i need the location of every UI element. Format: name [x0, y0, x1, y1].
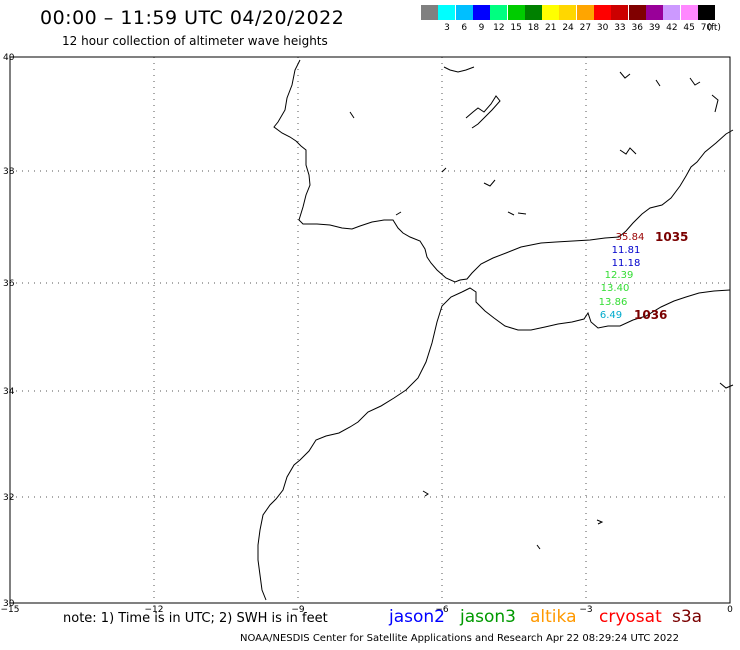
- map-subtitle: 12 hour collection of altimeter wave hei…: [62, 34, 328, 48]
- latitude-label: 34: [3, 387, 15, 397]
- longitude-label: −15: [1, 605, 20, 615]
- scale-label: 9: [478, 23, 485, 33]
- scale-swatch: [628, 5, 646, 20]
- scale-label: 12: [493, 23, 505, 33]
- scale-swatch: [594, 5, 611, 20]
- longitude-label: −3: [579, 605, 592, 615]
- scale-label: 42: [666, 23, 678, 33]
- legend-altika: altika: [530, 607, 577, 627]
- scale-swatch: [490, 5, 508, 20]
- units-note: note: 1) Time is in UTC; 2) SWH is in fe…: [63, 611, 328, 626]
- scale-swatch: [507, 5, 525, 20]
- scale-swatch: [421, 5, 438, 20]
- legend-jason3: jason3: [460, 607, 516, 627]
- scale-swatch: [576, 5, 594, 20]
- axis-tick-labels: 40 38 36 34 32 30−15 −12 −9 −6 −3 0: [1, 53, 734, 615]
- scale-label: 6: [461, 23, 468, 33]
- scale-swatch: [645, 5, 663, 20]
- scale-swatch: [559, 5, 577, 20]
- scale-swatch: [524, 5, 542, 20]
- legend-s3a: s3a: [672, 607, 703, 627]
- map-title: 00:00 – 11:59 UTC 04/20/2022: [40, 7, 345, 29]
- scale-label: 21: [545, 23, 557, 33]
- latitude-label: 40: [3, 53, 15, 63]
- pressure-label: 1036: [634, 308, 667, 322]
- scale-swatch: [472, 5, 490, 20]
- wave-height-value: 12.39: [605, 270, 634, 281]
- scale-label: 24: [562, 23, 574, 33]
- longitude-label: −12: [145, 605, 164, 615]
- scale-swatch: [663, 5, 681, 20]
- wave-height-value: 13.40: [601, 283, 630, 294]
- scale-label: 36: [631, 23, 643, 33]
- latitude-label: 38: [3, 167, 15, 177]
- pressure-label: 1035: [655, 230, 688, 244]
- scale-swatch: [455, 5, 473, 20]
- scale-label: 3: [444, 23, 450, 33]
- scale-unit-label: (ft): [707, 23, 721, 33]
- scale-label: 70: [700, 23, 713, 33]
- latitude-label: 30: [3, 599, 15, 609]
- credit-line: NOAA/NESDIS Center for Satellite Applica…: [240, 633, 679, 644]
- wave-height-value: 35.84: [616, 232, 645, 243]
- scale-swatch: [611, 5, 629, 20]
- lat-lon-grid: [10, 57, 730, 603]
- longitude-label: 0: [727, 605, 733, 615]
- scale-swatch: [697, 5, 715, 20]
- legend-cryosat: cryosat: [599, 607, 662, 627]
- scale-label: 33: [614, 23, 626, 33]
- map-frame: [9, 56, 731, 604]
- scale-swatch: [542, 5, 560, 20]
- coastline: [257, 59, 734, 601]
- wave-height-value: 13.86: [599, 297, 628, 308]
- scale-label: 15: [510, 23, 522, 33]
- scale-label: 30: [596, 23, 609, 33]
- scale-swatch: [438, 5, 456, 20]
- scale-label: 39: [648, 23, 661, 33]
- wave-height-value: 11.18: [612, 258, 641, 269]
- scale-label: 27: [579, 23, 592, 33]
- scale-label: 18: [527, 23, 540, 33]
- latitude-label: 36: [3, 279, 15, 289]
- wave-height-value: 6.49: [600, 310, 622, 321]
- latitude-label: 32: [3, 493, 14, 503]
- legend-jason2: jason2: [389, 607, 445, 627]
- longitude-label: −6: [435, 605, 449, 615]
- longitude-label: −9: [291, 605, 305, 615]
- wave-height-value: 11.81: [612, 245, 641, 256]
- scale-label: 45: [683, 23, 695, 33]
- scale-swatch: [680, 5, 698, 20]
